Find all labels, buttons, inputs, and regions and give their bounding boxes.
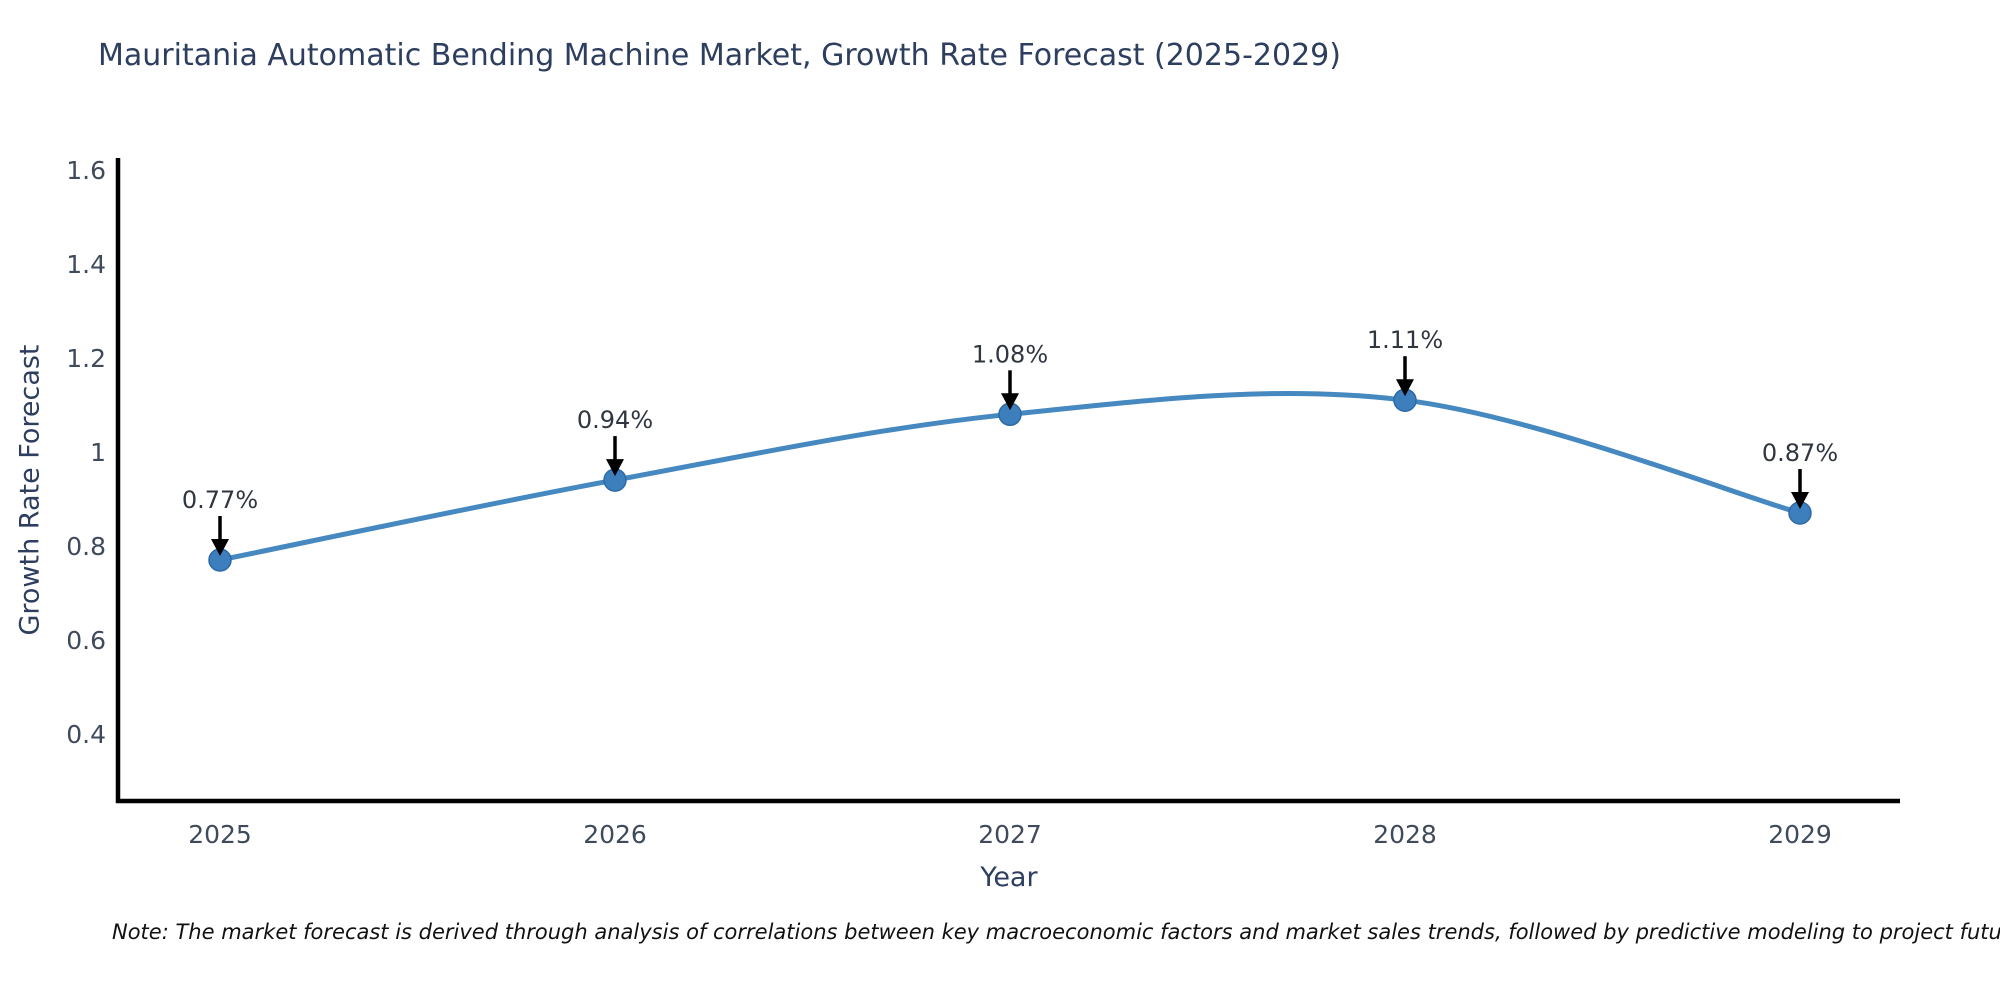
y-tick-label: 1.2	[66, 344, 106, 373]
annotation-arrowhead-icon	[211, 539, 229, 556]
y-tick-label: 1.6	[66, 156, 106, 185]
y-tick-label: 0.6	[66, 626, 106, 655]
annotation-arrowhead-icon	[1791, 492, 1809, 509]
data-point-label: 0.94%	[577, 406, 653, 434]
x-tick-label: 2028	[1373, 820, 1437, 849]
y-tick-label: 1	[90, 438, 106, 467]
data-point-label: 0.87%	[1762, 439, 1838, 467]
x-tick-label: 2029	[1768, 820, 1832, 849]
data-point-label: 0.77%	[182, 486, 258, 514]
data-point-label: 1.08%	[972, 340, 1048, 368]
y-tick-label: 0.4	[66, 720, 106, 749]
annotation-arrowhead-icon	[606, 459, 624, 477]
annotation-arrowhead-icon	[1396, 379, 1414, 397]
x-axis-title: Year	[980, 862, 1038, 893]
chart-title: Mauritania Automatic Bending Machine Mar…	[98, 38, 1341, 73]
data-point-label: 1.11%	[1367, 326, 1443, 354]
x-tick-label: 2025	[188, 820, 252, 849]
x-tick-label: 2026	[583, 820, 647, 849]
footnote: Note: The market forecast is derived thr…	[112, 920, 2000, 944]
annotation-arrowhead-icon	[1001, 393, 1019, 411]
y-tick-label: 1.4	[66, 250, 106, 279]
x-tick-label: 2027	[978, 820, 1042, 849]
y-tick-label: 0.8	[66, 532, 106, 561]
